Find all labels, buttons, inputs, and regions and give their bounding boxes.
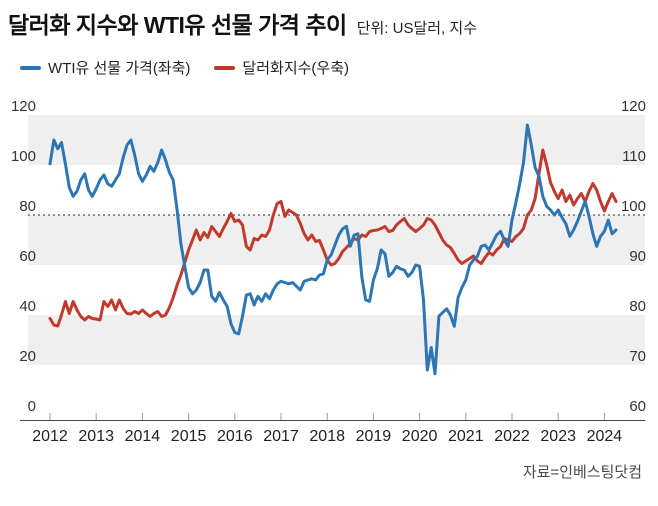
x-tick-label: 2022: [494, 428, 530, 445]
left-axis-tick-label: 100: [11, 148, 36, 165]
left-axis-tick-label: 80: [19, 198, 36, 215]
x-tick-label: 2019: [356, 428, 392, 445]
legend-label-dollar: 달러화지수(우축): [242, 60, 350, 77]
grid-band: [28, 315, 645, 365]
wti-price-line: [48, 123, 618, 376]
dollar-index-line-swatch: [214, 65, 236, 70]
left-axis-tick-label: 20: [19, 348, 36, 365]
unit-label: 단위: US달러, 지수: [356, 20, 477, 37]
legend-label-wti: WTI유 선물 가격(좌축): [48, 60, 191, 77]
legend: WTI유 선물 가격(좌축) 달러화지수(우축): [20, 57, 349, 78]
grid-band: [28, 115, 645, 165]
chart-header: 달러화 지수와 WTI유 선물 가격 추이 단위: US달러, 지수: [8, 6, 477, 40]
dollar-index-line: [48, 148, 618, 328]
right-axis-tick-label: 90: [629, 248, 646, 265]
legend-item-dollar: 달러화지수(우축): [214, 57, 349, 78]
x-tick-label: 2020: [402, 428, 438, 445]
x-tick-label: 2024: [587, 428, 623, 445]
x-tick-label: 2013: [78, 428, 114, 445]
x-tick-label: 2017: [263, 428, 299, 445]
left-axis-tick-label: 40: [19, 298, 36, 315]
left-axis-tick-label: 0: [28, 398, 36, 415]
right-axis-tick-label: 120: [621, 98, 646, 115]
legend-item-wti: WTI유 선물 가격(좌축): [20, 57, 190, 78]
right-axis-tick-label: 70: [629, 348, 646, 365]
chart-title: 달러화 지수와 WTI유 선물 가격 추이: [8, 12, 347, 38]
right-axis-tick-label: 80: [629, 298, 646, 315]
left-axis-tick-label: 120: [11, 98, 36, 115]
right-axis-tick-label: 60: [629, 398, 646, 415]
x-tick-label: 2018: [309, 428, 345, 445]
x-tick-label: 2015: [171, 428, 207, 445]
wti-line-swatch: [20, 65, 41, 70]
x-tick-label: 2016: [217, 428, 253, 445]
x-tick-label: 2012: [32, 428, 68, 445]
x-tick-label: 2014: [125, 428, 161, 445]
right-axis-tick-label: 110: [622, 148, 646, 165]
right-axis-tick-label: 100: [621, 198, 646, 215]
x-tick-label: 2023: [540, 428, 576, 445]
left-axis-tick-label: 60: [19, 248, 36, 265]
x-tick-label: 2021: [448, 428, 484, 445]
source-label: 자료=인베스팅닷컴: [522, 464, 642, 481]
